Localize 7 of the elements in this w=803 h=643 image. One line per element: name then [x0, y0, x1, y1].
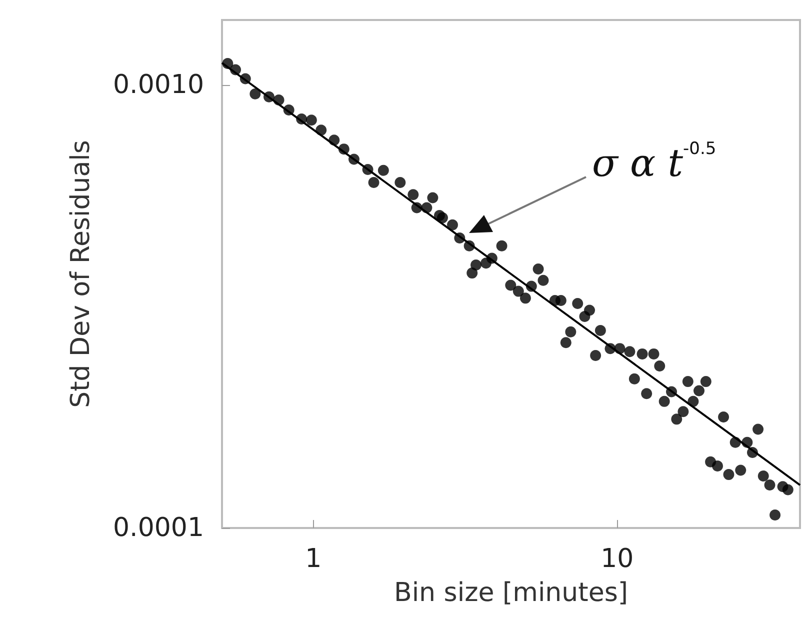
y-tick-label: 0.0001: [113, 513, 204, 543]
x-tick-label: 1: [305, 544, 322, 574]
y-tick-label: 0.0010: [113, 70, 204, 100]
annotation: σ α t$^{-0.5}$: [592, 139, 716, 185]
y-axis-title: Std Dev of Residuals: [66, 140, 96, 408]
x-tick-label: 10: [600, 544, 634, 574]
x-axis-title: Bin size [minutes]: [394, 578, 628, 608]
